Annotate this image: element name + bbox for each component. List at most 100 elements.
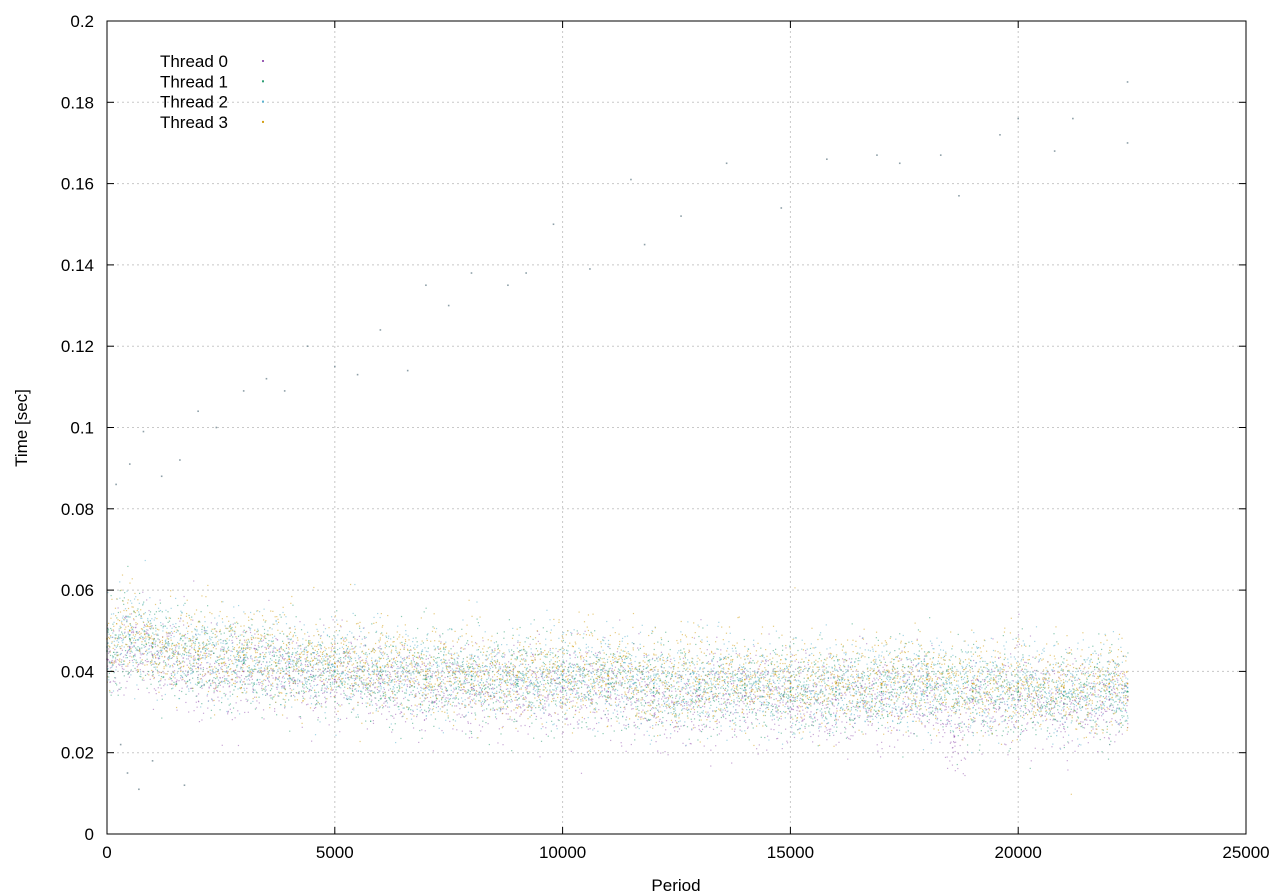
data-point xyxy=(281,677,284,679)
data-point xyxy=(618,698,620,700)
data-point xyxy=(593,727,595,730)
data-point xyxy=(231,639,233,642)
data-point xyxy=(385,705,387,707)
data-point xyxy=(425,693,427,696)
data-point xyxy=(421,729,423,731)
data-point xyxy=(408,680,410,682)
data-point xyxy=(514,682,516,684)
data-point xyxy=(661,698,663,700)
data-point xyxy=(879,675,881,678)
data-point xyxy=(477,622,479,624)
data-point xyxy=(425,655,428,657)
data-point xyxy=(263,688,265,691)
data-point xyxy=(474,660,477,663)
data-point xyxy=(554,682,556,684)
data-point xyxy=(1022,685,1025,687)
data-point xyxy=(833,734,835,736)
data-point xyxy=(353,667,355,669)
data-point xyxy=(949,742,951,744)
data-point xyxy=(870,693,872,695)
data-point xyxy=(587,685,590,687)
data-point xyxy=(231,678,233,680)
data-point xyxy=(834,695,836,697)
data-point xyxy=(314,678,316,680)
data-point xyxy=(663,702,666,704)
data-point xyxy=(196,671,198,673)
data-point xyxy=(504,702,506,704)
data-point xyxy=(565,694,568,696)
data-point xyxy=(495,718,498,720)
data-point xyxy=(602,664,604,666)
data-point xyxy=(973,659,975,662)
data-point xyxy=(508,671,510,674)
data-point xyxy=(314,695,316,698)
data-point xyxy=(583,694,585,696)
data-point xyxy=(564,698,567,700)
data-point xyxy=(217,686,219,688)
data-point xyxy=(132,628,134,630)
data-point xyxy=(314,704,317,706)
data-point xyxy=(990,720,992,722)
data-point xyxy=(695,690,697,692)
data-point xyxy=(470,706,472,708)
data-point xyxy=(367,663,369,665)
data-point xyxy=(110,627,112,630)
data-point xyxy=(116,651,119,653)
data-point xyxy=(738,670,740,672)
data-point xyxy=(492,702,495,704)
data-point xyxy=(689,687,691,689)
data-point xyxy=(591,686,594,688)
data-point xyxy=(766,749,768,751)
data-point xyxy=(1081,725,1083,727)
data-point xyxy=(603,677,605,679)
data-point xyxy=(233,672,236,674)
data-point xyxy=(497,700,500,702)
data-point xyxy=(155,640,157,642)
data-point xyxy=(861,637,864,639)
data-point xyxy=(398,690,400,693)
data-point xyxy=(1015,721,1017,723)
data-point xyxy=(687,678,689,680)
data-point xyxy=(700,685,702,687)
data-point xyxy=(360,681,363,683)
data-point xyxy=(320,635,322,637)
data-point xyxy=(1007,665,1010,667)
data-point xyxy=(869,716,871,718)
data-point xyxy=(602,639,604,641)
data-point xyxy=(469,690,471,693)
data-point xyxy=(107,627,109,629)
data-point xyxy=(798,728,800,730)
data-point xyxy=(545,733,547,736)
data-point xyxy=(457,698,460,700)
data-point xyxy=(505,666,507,668)
data-point xyxy=(1002,698,1005,700)
data-point xyxy=(863,707,865,709)
data-point xyxy=(369,680,371,682)
data-point xyxy=(463,716,466,718)
data-point xyxy=(315,694,317,696)
data-point xyxy=(520,695,522,697)
data-point xyxy=(829,730,831,732)
data-point xyxy=(545,687,547,689)
data-point xyxy=(506,675,508,677)
data-point xyxy=(457,702,460,704)
data-point xyxy=(328,724,330,726)
data-point xyxy=(786,742,789,744)
data-point xyxy=(1005,744,1007,746)
data-point xyxy=(669,737,672,739)
data-point xyxy=(366,670,369,672)
data-point xyxy=(745,675,747,677)
data-point xyxy=(222,686,224,688)
data-point xyxy=(647,678,649,680)
data-point xyxy=(638,668,641,670)
data-point xyxy=(770,728,772,730)
data-point xyxy=(261,689,263,691)
data-point xyxy=(599,675,601,677)
data-point xyxy=(983,680,986,683)
data-point xyxy=(153,688,155,690)
data-point xyxy=(1042,679,1045,681)
data-point xyxy=(532,653,534,655)
data-point xyxy=(402,667,404,669)
data-point xyxy=(954,750,956,753)
data-point xyxy=(860,686,862,688)
